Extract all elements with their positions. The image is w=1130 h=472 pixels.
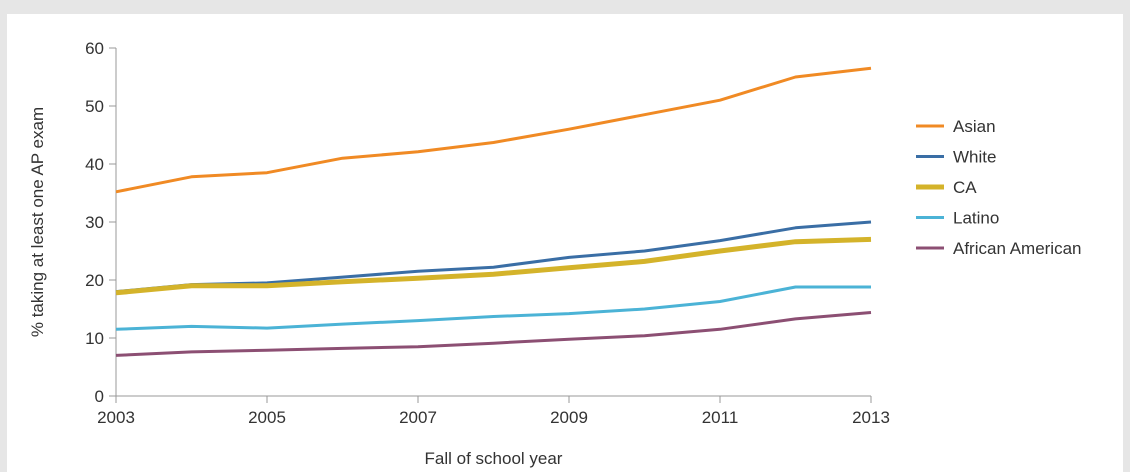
y-axis: 0 10 20 30 40 50 60 [85, 39, 117, 406]
x-tick-label: 2003 [97, 408, 135, 427]
y-tick-label: 10 [85, 329, 104, 348]
y-tick-label: 40 [85, 155, 104, 174]
x-axis: 2003 2005 2007 2009 2011 2013 [97, 395, 890, 427]
x-tick-label: 2013 [852, 408, 890, 427]
chart-panel: 0 10 20 30 40 50 60 2003 2005 2007 2009 2011 2013 A… [7, 14, 1123, 472]
line-chart: 0 10 20 30 40 50 60 2003 2005 2007 2009 2011 2013 A… [28, 39, 1082, 468]
y-tick-label: 0 [95, 387, 104, 406]
series-line-asian [115, 66, 872, 194]
x-tick-label: 2007 [399, 408, 437, 427]
y-tick-label: 30 [85, 213, 104, 232]
legend: Asian White CA Latino African American [916, 117, 1082, 258]
y-tick-label: 60 [85, 39, 104, 58]
series-layer [115, 66, 872, 357]
y-axis-title: % taking at least one AP exam [28, 107, 47, 337]
series-line-latino [115, 285, 871, 331]
series-line-white [115, 220, 872, 294]
legend-label-ca: CA [953, 178, 977, 197]
y-tick-label: 20 [85, 271, 104, 290]
x-tick-label: 2009 [550, 408, 588, 427]
x-tick-label: 2011 [702, 408, 739, 427]
legend-label-asian: Asian [953, 117, 996, 136]
series-line-african-american [115, 311, 872, 357]
x-tick-label: 2005 [248, 408, 286, 427]
legend-label-white: White [953, 148, 996, 167]
legend-label-african-american: African American [953, 239, 1082, 258]
series-line-ca [115, 236, 872, 296]
x-axis-title: Fall of school year [425, 449, 563, 468]
legend-label-latino: Latino [953, 209, 999, 228]
y-tick-label: 50 [85, 97, 104, 116]
